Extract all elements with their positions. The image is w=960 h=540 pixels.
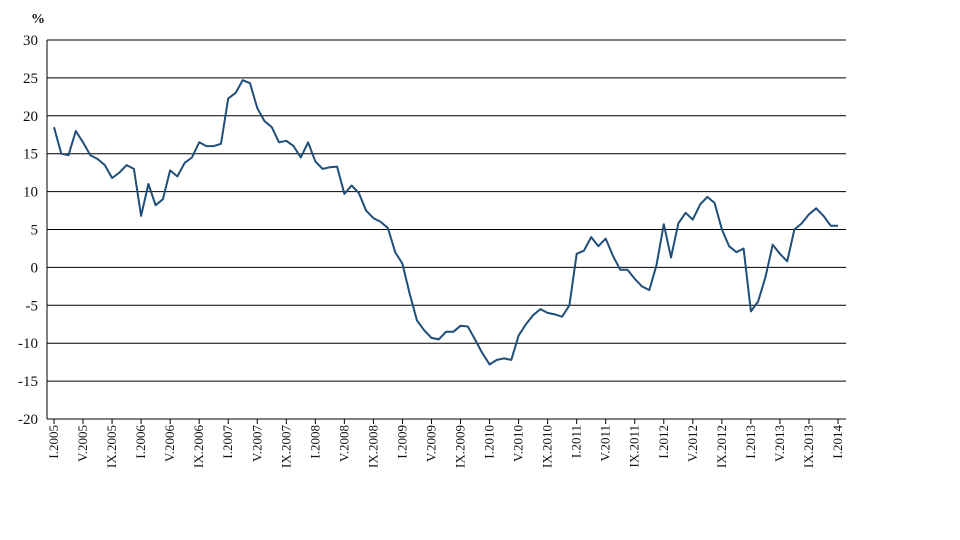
x-tick-label: IX.2010 <box>540 425 555 468</box>
y-tick-label: 25 <box>23 71 38 87</box>
x-tick-label: I.2011 <box>569 425 584 458</box>
x-tick-label: I.2012 <box>656 425 671 459</box>
x-tick-label: IX.2008 <box>365 425 380 468</box>
y-tick-label: -20 <box>18 412 38 428</box>
x-tick-label: I.2013 <box>743 425 758 459</box>
x-tick-label: IX.2009 <box>453 425 468 468</box>
y-tick-label: 20 <box>23 109 38 125</box>
x-tick-label: I.2010 <box>482 425 497 459</box>
x-tick-label: IX.2011 <box>627 425 642 468</box>
x-tick-label: V.2013 <box>772 425 787 462</box>
x-tick-label: IX.2006 <box>191 425 206 468</box>
y-unit-label: % <box>31 12 45 27</box>
x-tick-label: V.2006 <box>162 425 177 462</box>
x-tick-label: I.2007 <box>220 425 235 459</box>
x-tick-label: V.2008 <box>336 425 351 462</box>
series-line <box>53 79 838 366</box>
x-tick-label: V.2012 <box>685 425 700 462</box>
y-tick-label: -10 <box>18 336 38 352</box>
y-axis-tick-labels: 30 25 20 15 10 5 0 -5 -10 -15 -20 <box>18 33 38 428</box>
y-tick-label: 5 <box>31 223 39 239</box>
y-tick-label: -5 <box>26 298 39 314</box>
x-tick-label: I.2014 <box>830 425 845 459</box>
x-tick-label: I.2009 <box>394 425 409 459</box>
x-tick-label: IX.2007 <box>278 425 293 468</box>
x-tick-label: I.2006 <box>133 425 148 459</box>
y-tick-label: 0 <box>31 260 39 276</box>
x-tick-label: V.2011 <box>598 425 613 461</box>
x-tick-label: V.2010 <box>511 425 526 462</box>
y-tick-label: 10 <box>23 185 38 201</box>
x-tick-label: IX.2013 <box>801 425 816 468</box>
x-tick-label: V.2009 <box>423 425 438 462</box>
x-tick-label: IX.2005 <box>104 425 119 468</box>
y-tick-label: 15 <box>23 147 38 163</box>
y-tick-label: 30 <box>23 33 38 49</box>
x-tick-label: IX.2012 <box>714 425 729 468</box>
x-tick-label: V.2005 <box>75 425 90 462</box>
gridlines <box>47 39 846 382</box>
x-tick-label: I.2008 <box>307 425 322 459</box>
x-tick-label: I.2005 <box>46 425 61 459</box>
x-tick-label: V.2007 <box>249 425 264 462</box>
x-axis-tick-labels: I.2005 V.2005 IX.2005 I.2006 V.2006 IX.2006 I.… <box>46 419 845 468</box>
y-tick-label: -15 <box>18 374 38 390</box>
